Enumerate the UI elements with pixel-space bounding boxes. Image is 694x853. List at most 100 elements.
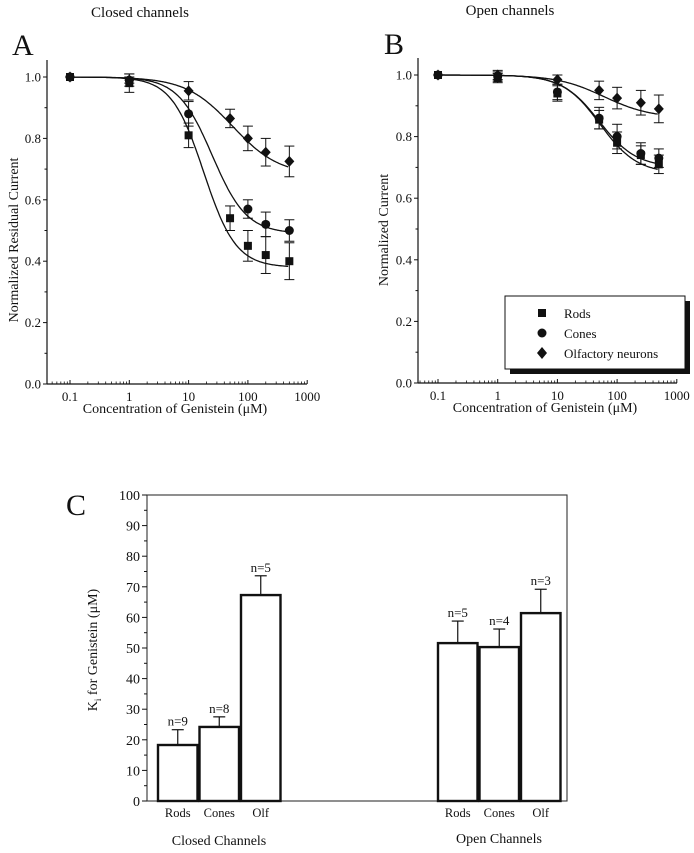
data-point-olfactory (284, 155, 295, 167)
bar-n-label: n=8 (209, 701, 229, 716)
panel-b-plot: 0.0 0.2 0.4 0.6 0.8 1.0 0.1 1 10 100 1000 (396, 58, 690, 403)
bar-open-rods (436, 641, 479, 803)
data-point-olfactory (225, 112, 236, 124)
data-point-rods (261, 251, 270, 260)
x-tick-label: 1000 (294, 389, 320, 404)
x-tick-label: 0.1 (62, 389, 78, 404)
y-tick-label: 100 (119, 489, 140, 504)
y-tick-label: 0.0 (396, 376, 412, 391)
data-point-olfactory (433, 69, 443, 81)
bar-closed-cones (198, 725, 241, 803)
data-point-rods (184, 131, 193, 140)
panel-c-ylabel-sub: i (93, 698, 103, 701)
panel-b-ylabel: Normalized Current (377, 174, 392, 286)
bar-n-label: n=5 (251, 560, 271, 575)
x-tick-label: 10 (551, 388, 564, 403)
y-tick-label: 0.2 (25, 315, 41, 330)
data-point-cones (552, 87, 562, 97)
panel-a-ylabel: Normalized Residual Current (7, 157, 22, 322)
legend-entry-rods: Rods (564, 306, 591, 321)
x-tick-label: 100 (238, 389, 258, 404)
data-point-cones (184, 109, 194, 119)
y-tick-label: 0.4 (396, 252, 413, 267)
legend-marker-diamond (537, 347, 547, 359)
fit-curve-olfactory-neurons (438, 74, 658, 115)
legend: Rods Cones Olfactory neurons (504, 295, 690, 374)
bar-category-label: Cones (484, 806, 515, 820)
group-label-closed: Closed Channels (172, 834, 267, 849)
panel-a-plot: 0.0 0.2 0.4 0.6 0.8 1.0 0.1 1 10 100 1000 (25, 60, 320, 404)
bar-closed-olf (239, 593, 282, 803)
panel-b-label: B (384, 28, 404, 61)
fit-curve-cones (70, 76, 289, 233)
data-point-rods (285, 257, 294, 266)
data-point-cones (284, 226, 294, 235)
bar-n-label: n=4 (489, 613, 510, 628)
panel-a-title: Closed channels (91, 5, 189, 21)
y-tick-label: 0.6 (396, 191, 413, 206)
y-tick-label: 90 (126, 520, 140, 535)
bar-n-label: n=5 (448, 605, 468, 620)
data-point-rods (243, 241, 252, 250)
legend-marker-square (538, 309, 546, 317)
x-tick-label: 10 (182, 389, 195, 404)
data-point-rods (226, 214, 235, 223)
bar-category-label: Rods (445, 806, 471, 820)
fit-curve-rods (438, 74, 658, 170)
y-tick-label: 70 (126, 581, 140, 596)
y-tick-label: 20 (126, 734, 140, 749)
bar-open-olf (519, 611, 562, 803)
y-tick-label: 0.8 (25, 131, 41, 146)
y-tick-label: 0.0 (25, 377, 41, 392)
x-tick-label: 0.1 (430, 388, 446, 403)
group-label-open: Open Channels (456, 832, 542, 847)
fit-curve-rods (69, 76, 289, 267)
panel-b-title: Open channels (466, 3, 555, 19)
data-point-olfactory (492, 69, 503, 81)
panel-c-ylabel-k: K (86, 701, 101, 711)
bar-category-label: Rods (165, 806, 191, 820)
data-point-olfactory (635, 97, 646, 109)
y-tick-label: 1.0 (25, 70, 41, 85)
y-tick-label: 0.8 (396, 129, 412, 144)
data-point-olfactory (594, 84, 605, 96)
y-tick-label: 1.0 (396, 68, 412, 83)
panel-b-xlabel: Concentration of Genistein (μM) (453, 401, 638, 416)
bar-category-label: Olf (532, 806, 550, 820)
data-point-cones (654, 153, 664, 163)
legend-box (504, 295, 686, 370)
y-tick-label: 0.4 (25, 254, 42, 269)
x-tick-label: 1000 (664, 388, 690, 403)
y-tick-label: 30 (126, 703, 140, 718)
fit-curve-cones (438, 74, 658, 165)
panel-c-ylabel: Ki for Genistein (μM) (86, 588, 103, 711)
bar-n-label: n=3 (531, 573, 551, 588)
data-point-olfactory (612, 92, 623, 104)
bar-category-label: Cones (204, 806, 235, 820)
panel-c-plot: 0 10 20 30 40 50 60 70 80 90 100 n=9 Rods n=8 Cones n=5… (119, 489, 568, 820)
panel-c-ylabel-rest: for Genistein (μM) (86, 588, 101, 698)
y-tick-label: 60 (126, 611, 140, 626)
legend-entry-olfactory: Olfactory neurons (564, 346, 658, 361)
x-tick-label: 100 (607, 388, 627, 403)
y-tick-label: 40 (126, 673, 140, 688)
y-tick-label: 0.2 (396, 314, 412, 329)
data-point-olfactory (183, 85, 194, 97)
x-tick-label: 1 (494, 388, 501, 403)
legend-marker-circle (537, 328, 547, 338)
bar-category-label: Olf (252, 806, 270, 820)
data-point-olfactory (242, 132, 253, 144)
data-point-olfactory (124, 74, 135, 86)
y-tick-label: 0 (133, 795, 140, 810)
data-point-cones (243, 204, 253, 214)
y-tick-label: 50 (126, 642, 140, 657)
data-point-olfactory (65, 71, 75, 83)
panel-a-xlabel: Concentration of Genistein (μM) (83, 402, 268, 417)
y-tick-label: 0.6 (25, 192, 42, 207)
y-tick-label: 80 (126, 550, 140, 565)
fit-curve-olfactory-neurons (70, 76, 289, 168)
x-tick-label: 1 (126, 389, 133, 404)
legend-entry-cones: Cones (564, 326, 597, 341)
data-point-olfactory (653, 103, 664, 115)
